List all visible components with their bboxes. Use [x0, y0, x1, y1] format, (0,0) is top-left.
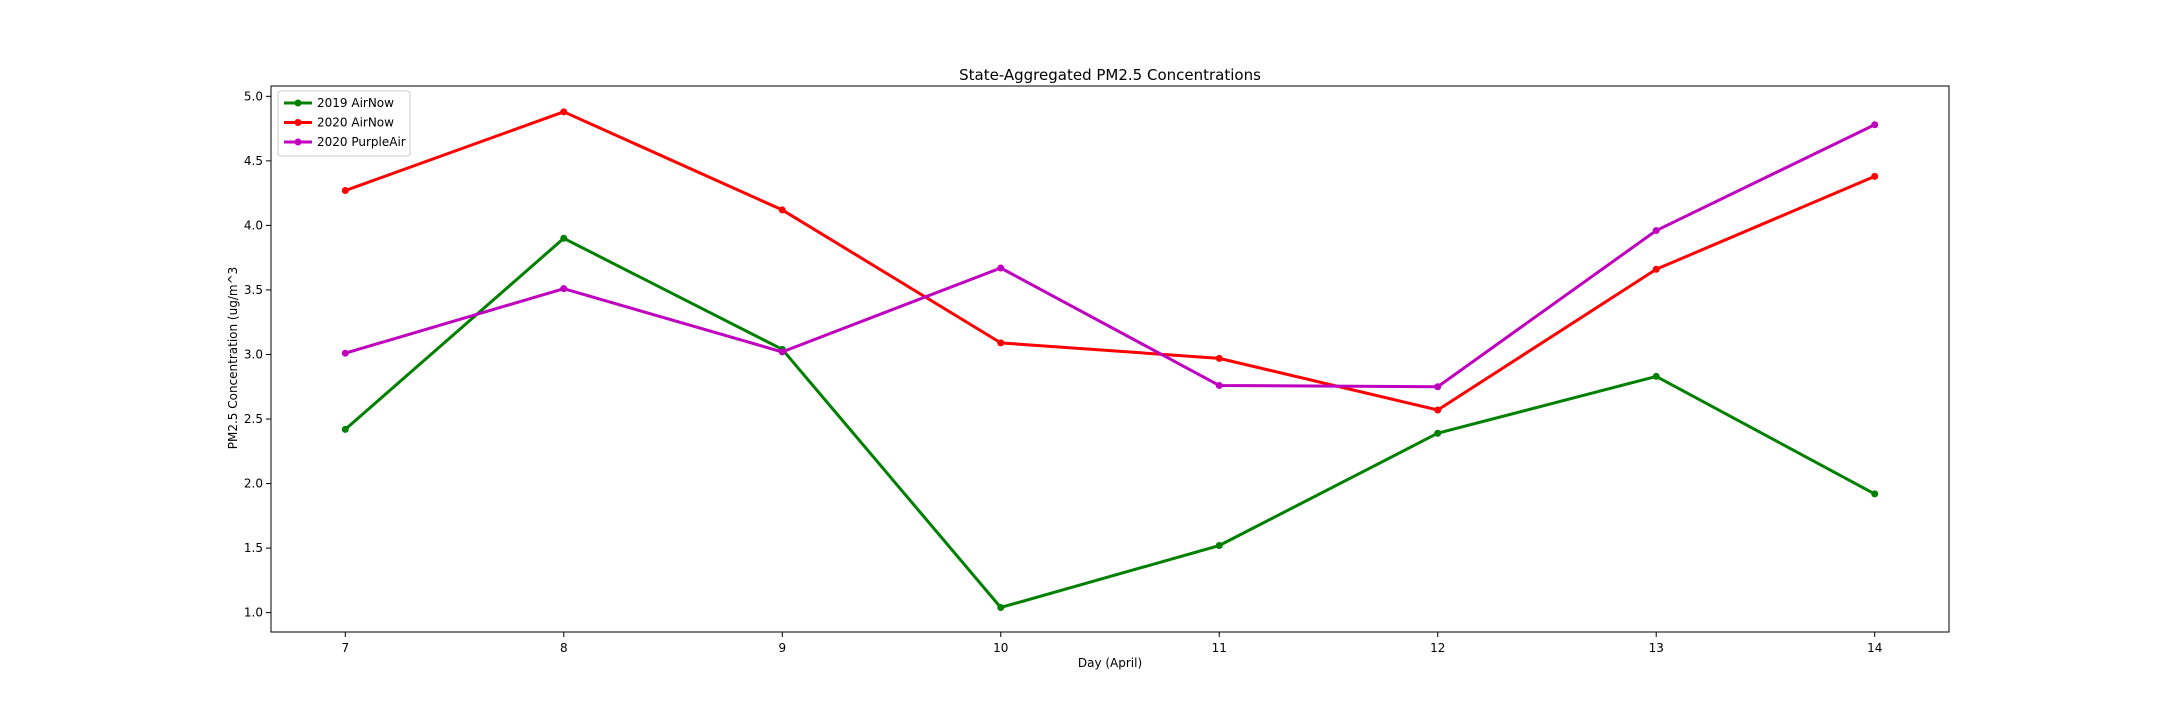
y-tick-label: 2.0	[244, 477, 263, 491]
data-point	[1652, 372, 1660, 380]
y-axis: 1.0 1.5 2.0 2.5 3.0 3.5 4.0 4.5 5.0	[244, 89, 271, 620]
data-point	[1215, 542, 1223, 550]
x-axis: 7 8 9 10 11 12 13 14	[341, 632, 1882, 655]
y-axis-label: PM2.5 Concentration (ug/m^3	[226, 267, 240, 450]
y-tick-label: 4.0	[244, 218, 263, 232]
data-point	[1871, 490, 1879, 498]
data-point	[778, 348, 786, 356]
y-tick-label: 1.0	[244, 606, 263, 620]
series-line-2	[344, 123, 1876, 389]
y-tick-label: 5.0	[244, 89, 263, 103]
chart-title: State-Aggregated PM2.5 Concentrations	[959, 66, 1261, 84]
x-tick-label: 12	[1430, 641, 1445, 655]
x-tick-label: 8	[560, 641, 568, 655]
data-point	[997, 603, 1005, 611]
x-tick-label: 13	[1649, 641, 1664, 655]
series-line-0	[344, 236, 1876, 609]
data-point	[1871, 172, 1879, 180]
series-line-1	[344, 110, 1876, 412]
y-tick-label: 3.0	[244, 347, 263, 361]
x-tick-label: 10	[993, 641, 1008, 655]
data-point	[1215, 381, 1223, 389]
data-point	[560, 108, 568, 116]
data-point	[560, 285, 568, 293]
series-lines	[341, 108, 1879, 611]
data-point	[997, 264, 1005, 272]
data-point	[1652, 227, 1660, 235]
legend: 2019 AirNow 2020 AirNow 2020 PurpleAir	[277, 90, 411, 157]
data-point	[778, 206, 786, 214]
data-point	[341, 187, 349, 195]
plot-frame	[270, 85, 1950, 633]
data-point	[1871, 121, 1879, 129]
legend-swatch-marker	[294, 99, 302, 107]
legend-label: 2020 AirNow	[317, 116, 394, 130]
legend-swatch-marker	[294, 138, 302, 146]
x-tick-label: 9	[778, 641, 786, 655]
data-point	[997, 339, 1005, 347]
data-point	[341, 425, 349, 433]
y-tick-label: 1.5	[244, 541, 263, 555]
x-tick-label: 11	[1212, 641, 1227, 655]
x-tick-label: 7	[341, 641, 349, 655]
legend-box	[277, 90, 411, 157]
plot-area: 7 8 9 10 11 12 13 14 1.0 1.5 2.0 2.5 3.0 3.5 4.0 4.5 5.…	[244, 85, 1950, 655]
data-point	[1652, 265, 1660, 273]
legend-label: 2019 AirNow	[317, 96, 394, 110]
data-point	[1434, 383, 1442, 391]
data-point	[1434, 429, 1442, 437]
data-point	[1215, 354, 1223, 362]
data-point	[341, 349, 349, 357]
y-tick-label: 4.5	[244, 154, 263, 168]
y-tick-label: 2.5	[244, 412, 263, 426]
legend-swatch-marker	[294, 119, 302, 126]
data-point	[560, 234, 568, 242]
x-tick-label: 14	[1867, 641, 1882, 655]
x-axis-label: Day (April)	[1078, 656, 1142, 670]
legend-label: 2020 PurpleAir	[317, 135, 406, 149]
y-tick-label: 3.5	[244, 283, 263, 297]
data-point	[1434, 406, 1442, 414]
